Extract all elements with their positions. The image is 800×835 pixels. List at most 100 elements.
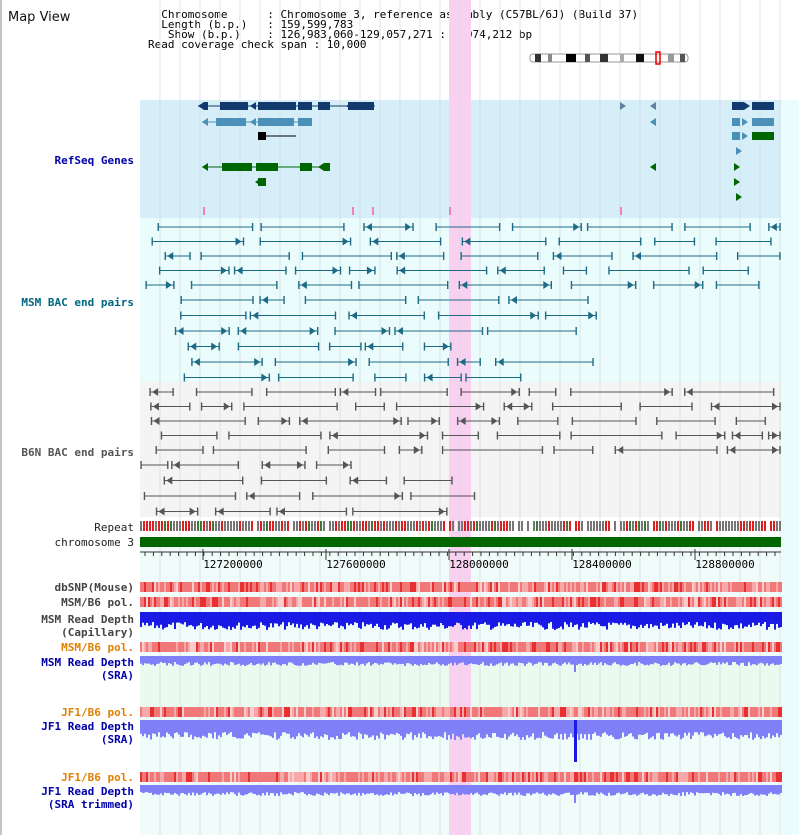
repeat-element [458, 521, 460, 531]
polymorphism-cell [382, 772, 384, 782]
polymorphism-cell [464, 642, 466, 652]
polymorphism-cell [628, 642, 630, 652]
polymorphism-cell [212, 772, 214, 782]
polymorphism-cell [274, 642, 276, 652]
read-depth-bar [306, 785, 308, 796]
polymorphism-cell [386, 582, 388, 592]
right-margin-band [781, 100, 799, 835]
polymorphism-cell [322, 642, 324, 652]
ideogram-band [620, 54, 624, 62]
track-label-refseq[interactable]: RefSeq Genes [54, 154, 134, 167]
polymorphism-cell [350, 597, 352, 607]
read-depth-bar [712, 785, 714, 793]
polymorphism-cell [540, 707, 542, 717]
read-depth-bar [406, 656, 408, 664]
read-depth-bar [250, 656, 252, 663]
read-depth-bar [336, 656, 338, 666]
polymorphism-cell [182, 597, 184, 607]
polymorphism-cell [576, 772, 578, 782]
polymorphism-cell [742, 642, 744, 652]
polymorphism-cell [630, 772, 632, 782]
polymorphism-cell [620, 582, 622, 592]
polymorphism-cell [650, 597, 652, 607]
read-depth-bar [716, 785, 718, 793]
read-depth-bar [286, 720, 288, 734]
read-depth-bar [394, 720, 396, 735]
polymorphism-cell [512, 642, 514, 652]
read-depth-bar [718, 656, 720, 663]
repeat-element [338, 521, 340, 531]
polymorphism-cell [706, 707, 708, 717]
polymorphism-cell [750, 707, 752, 717]
repeat-element [230, 521, 232, 531]
polymorphism-cell [206, 707, 208, 717]
polymorphism-cell [538, 582, 540, 592]
polymorphism-cell [414, 772, 416, 782]
read-depth-bar [270, 720, 272, 737]
read-depth-bar [238, 612, 240, 623]
polymorphism-cell [550, 772, 552, 782]
polymorphism-cell [182, 642, 184, 652]
polymorphism-cell [456, 707, 458, 717]
polymorphism-cell [484, 582, 486, 592]
polymorphism-cell [614, 642, 616, 652]
read-depth-bar [386, 656, 388, 663]
read-depth-bar [766, 720, 768, 738]
polymorphism-cell [774, 642, 776, 652]
polymorphism-cell [296, 707, 298, 717]
polymorphism-cell [622, 772, 624, 782]
polymorphism-cell [422, 707, 424, 717]
read-depth-bar [644, 612, 646, 626]
read-depth-bar [554, 612, 556, 630]
polymorphism-cell [274, 707, 276, 717]
read-depth-bar [288, 612, 290, 623]
read-depth-bar [444, 612, 446, 629]
polymorphism-cell [140, 707, 142, 717]
polymorphism-cell [144, 597, 146, 607]
polymorphism-cell [382, 707, 384, 717]
strand-arrow [189, 507, 196, 516]
read-depth-bar [372, 656, 374, 665]
read-depth-bar [356, 612, 358, 624]
read-depth-bar [362, 612, 364, 623]
read-depth-bar [228, 612, 230, 627]
track-label-b6n-bac[interactable]: B6N BAC end pairs [21, 446, 134, 459]
read-depth-bar [472, 720, 474, 737]
read-depth-bar [406, 612, 408, 625]
read-depth-bar [518, 656, 520, 663]
read-depth-bar [338, 785, 340, 796]
polymorphism-cell [590, 642, 592, 652]
polymorphism-cell [708, 582, 710, 592]
read-depth-bar [748, 612, 750, 625]
repeat-element [278, 521, 280, 531]
polymorphism-cell [366, 707, 368, 717]
polymorphism-cell [156, 597, 158, 607]
polymorphism-cell [514, 597, 516, 607]
polymorphism-cell [518, 772, 520, 782]
track-label-msm-bac[interactable]: MSM BAC end pairs [21, 296, 134, 309]
polymorphism-cell [602, 582, 604, 592]
polymorphism-cell [654, 772, 656, 782]
polymorphism-cell [278, 642, 280, 652]
polymorphism-cell [340, 582, 342, 592]
polymorphism-cell [300, 642, 302, 652]
polymorphism-cell [240, 642, 242, 652]
polymorphism-cell [674, 707, 676, 717]
polymorphism-cell [488, 772, 490, 782]
polymorphism-cell [268, 642, 270, 652]
polymorphism-cell [740, 597, 742, 607]
polymorphism-cell [768, 642, 770, 652]
strand-arrow [734, 178, 740, 186]
read-depth-bar [566, 720, 568, 740]
repeat-element [578, 521, 580, 531]
read-depth-bar [314, 656, 316, 665]
read-depth-bar [430, 656, 432, 665]
polymorphism-cell [256, 772, 258, 782]
polymorphism-cell [684, 707, 686, 717]
polymorphism-cell [738, 707, 740, 717]
strand-arrow [497, 358, 504, 366]
read-depth-bar [634, 785, 636, 795]
read-depth-bar [204, 656, 206, 663]
read-depth-bar [142, 656, 144, 666]
